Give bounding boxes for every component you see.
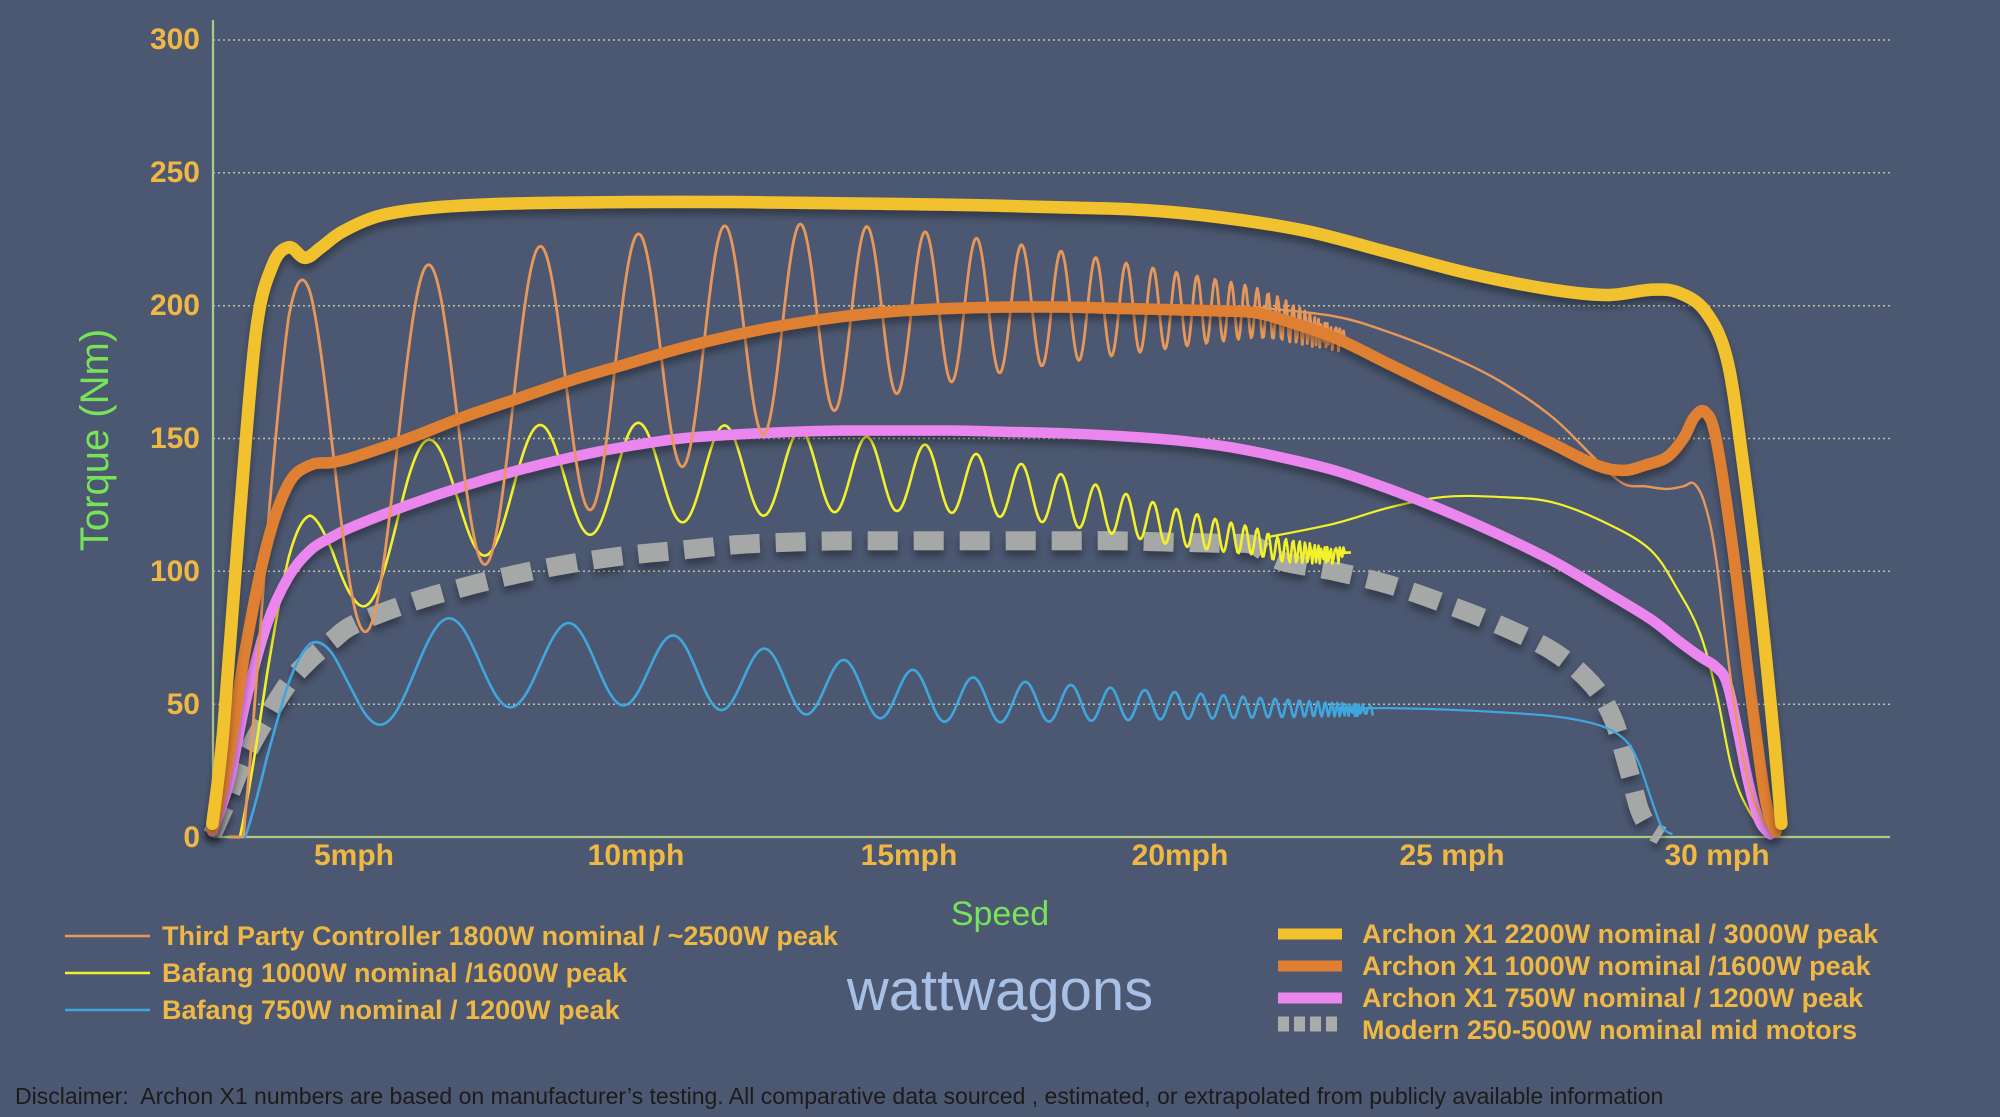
svg-text:250: 250: [150, 156, 200, 189]
svg-text:30 mph: 30 mph: [1664, 839, 1769, 872]
svg-text:5mph: 5mph: [314, 839, 394, 872]
svg-text:200: 200: [150, 289, 200, 322]
svg-text:300: 300: [150, 23, 200, 56]
svg-text:50: 50: [167, 688, 200, 721]
svg-text:25 mph: 25 mph: [1399, 839, 1504, 872]
svg-text:Archon X1 750W nominal / 1200W: Archon X1 750W nominal / 1200W peak: [1362, 983, 1864, 1013]
svg-text:10mph: 10mph: [588, 839, 685, 872]
svg-text:15mph: 15mph: [861, 839, 958, 872]
svg-text:Disclaimer: Archon X1 numbers: Disclaimer: Archon X1 numbers are based …: [15, 1083, 1663, 1109]
svg-text:Archon X1 1000W nominal /1600W: Archon X1 1000W nominal /1600W peak: [1362, 951, 1872, 981]
svg-text:150: 150: [150, 422, 200, 455]
svg-text:Speed: Speed: [951, 895, 1049, 933]
svg-text:Bafang 1000W nominal /1600W pe: Bafang 1000W nominal /1600W peak: [162, 958, 628, 988]
svg-text:Bafang 750W nominal / 1200W pe: Bafang 750W nominal / 1200W peak: [162, 995, 621, 1025]
svg-text:0: 0: [183, 821, 200, 854]
svg-text:wattwagons: wattwagons: [846, 958, 1153, 1023]
svg-text:20mph: 20mph: [1132, 839, 1229, 872]
svg-text:Modern 250-500W nominal mid mo: Modern 250-500W nominal mid motors: [1362, 1015, 1857, 1045]
svg-text:100: 100: [150, 555, 200, 588]
svg-text:Third Party Controller 1800W n: Third Party Controller 1800W nominal / ~…: [162, 921, 839, 951]
svg-text:Torque (Nm): Torque (Nm): [73, 329, 117, 551]
svg-text:Archon X1 2200W nominal / 3000: Archon X1 2200W nominal / 3000W peak: [1362, 919, 1879, 949]
